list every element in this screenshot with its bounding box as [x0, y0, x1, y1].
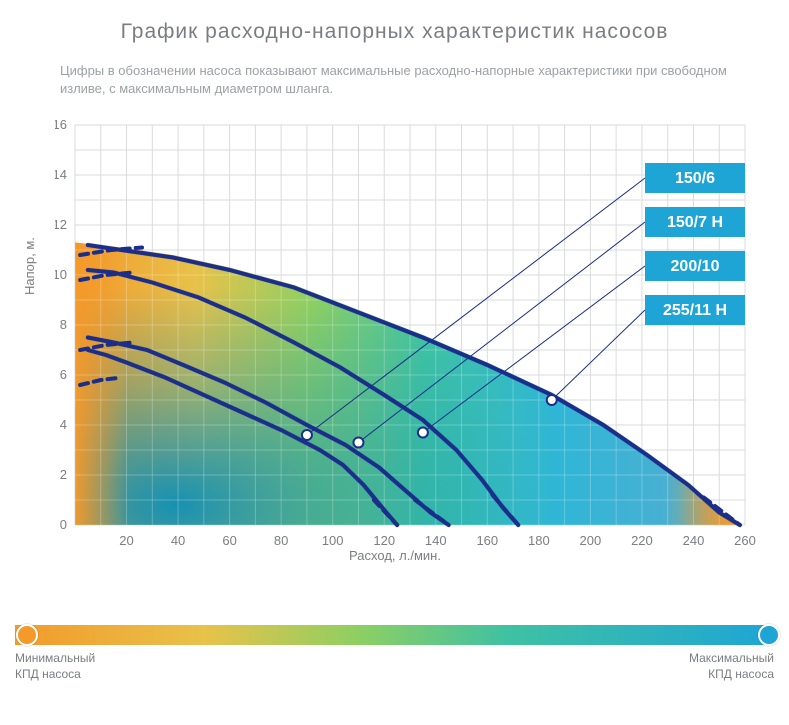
chart-title: График расходно-напорных характеристик н… — [0, 20, 789, 44]
x-tick: 60 — [222, 533, 236, 548]
y-tick: 14 — [55, 167, 67, 182]
callout-marker — [353, 438, 363, 448]
x-tick: 80 — [274, 533, 288, 548]
x-tick: 180 — [528, 533, 550, 548]
x-tick: 200 — [580, 533, 602, 548]
y-tick: 8 — [60, 317, 67, 332]
plot-svg: 20 40 60 80 100 120 140 160 180 200 220 240 260 0 2 4 6 8… — [55, 115, 760, 565]
x-tick: 160 — [476, 533, 498, 548]
legend-max-marker — [758, 624, 780, 646]
legend-gradient-bar — [15, 625, 774, 645]
x-tick: 100 — [322, 533, 344, 548]
pump-label-text: 150/6 — [675, 170, 715, 187]
callout-marker — [418, 428, 428, 438]
x-tick: 20 — [119, 533, 133, 548]
pump-label-text: 200/10 — [671, 258, 720, 275]
y-tick: 4 — [60, 417, 67, 432]
x-tick: 260 — [734, 533, 756, 548]
y-tick: 6 — [60, 367, 67, 382]
chart-subtitle: Цифры в обозначении насоса показывают ма… — [60, 62, 749, 98]
x-tick: 220 — [631, 533, 653, 548]
y-tick: 16 — [55, 117, 67, 132]
pump-label-text: 255/11 Н — [663, 302, 727, 319]
callout-line — [552, 310, 645, 400]
y-tick: 2 — [60, 467, 67, 482]
y-tick: 0 — [60, 517, 67, 532]
legend-min-marker — [16, 624, 38, 646]
legend-min-text: МинимальныйКПД насоса — [15, 651, 95, 682]
callout-marker — [547, 395, 557, 405]
y-axis-label: Напор, м. — [22, 237, 37, 295]
legend-max-text: МаксимальныйКПД насоса — [689, 651, 774, 682]
y-tick: 10 — [55, 267, 67, 282]
y-tick: 12 — [55, 217, 67, 232]
x-tick: 120 — [373, 533, 395, 548]
legend: МинимальныйКПД насоса МаксимальныйКПД на… — [15, 625, 774, 695]
x-tick: 40 — [171, 533, 185, 548]
x-tick: 240 — [683, 533, 705, 548]
chart-area: Напор, м. 204060801001201401601802002202… — [20, 115, 770, 585]
x-tick: 140 — [425, 533, 447, 548]
x-axis-label: Расход, л./мин. — [349, 548, 441, 563]
callout-marker — [302, 430, 312, 440]
pump-label-text: 150/7 Н — [667, 214, 723, 231]
